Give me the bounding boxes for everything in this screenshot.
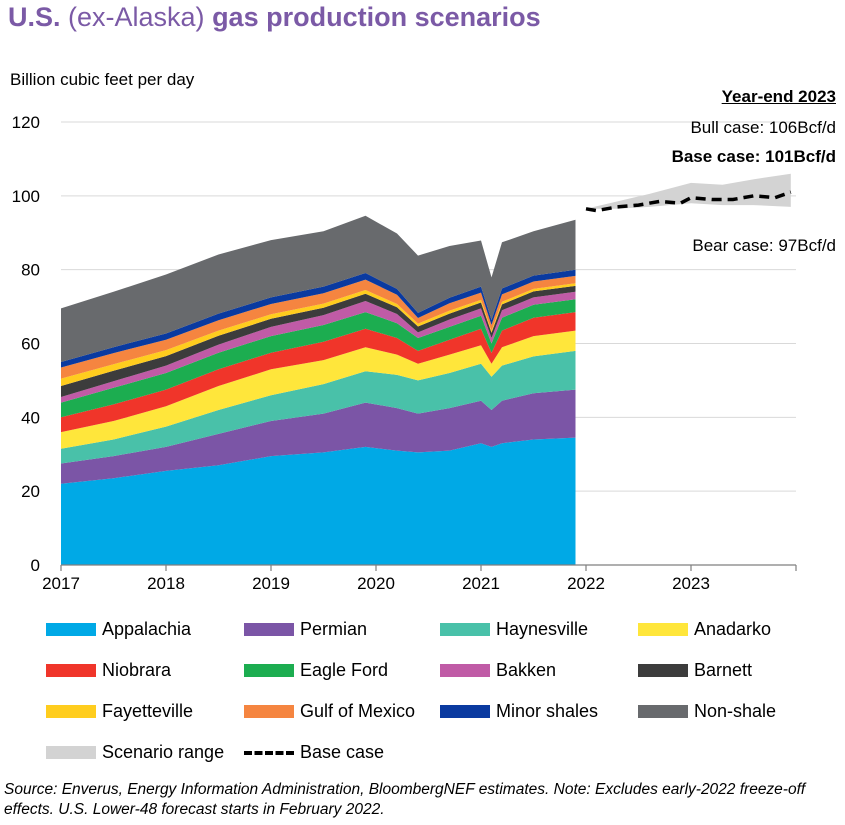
area-gulf-of-mexico	[61, 275, 576, 379]
y-tick-label: 60	[21, 335, 40, 354]
legend-item: Appalachia	[46, 619, 191, 640]
year-end-2023-label: Year-end 2023	[721, 87, 836, 106]
y-tick-label: 80	[21, 261, 40, 280]
legend-label: Eagle Ford	[300, 660, 389, 680]
area-appalachia	[61, 437, 576, 565]
title-ex-alaska: (ex-Alaska)	[60, 2, 213, 32]
legend-swatch	[440, 705, 490, 718]
x-tick-label: 2019	[252, 574, 290, 593]
y-tick-label: 40	[21, 408, 40, 427]
bear-case-label: Bear case: 97Bcf/d	[692, 236, 836, 255]
legend-item: Gulf of Mexico	[244, 701, 415, 722]
legend-label: Permian	[300, 619, 368, 639]
base-case-label: Base case: 101Bcf/d	[671, 147, 836, 166]
area-permian	[61, 389, 576, 484]
legend-item: Non-shale	[638, 701, 776, 722]
legend-item: Permian	[244, 619, 367, 640]
legend-label: Niobrara	[102, 660, 172, 680]
legend-swatch	[46, 746, 96, 759]
legend-item: Haynesville	[440, 619, 588, 640]
y-axis-label: Billion cubic feet per day	[10, 70, 195, 89]
legend-label: Base case	[300, 742, 385, 762]
area-non-shale	[61, 215, 576, 362]
area-barnett	[61, 285, 576, 397]
legend-item: Bakken	[440, 660, 556, 681]
legend-swatch	[638, 664, 688, 677]
x-tick-label: 2021	[462, 574, 500, 593]
legend-label: Fayetteville	[102, 701, 194, 721]
legend-item: Fayetteville	[46, 701, 193, 722]
area-eagle-ford	[61, 299, 576, 418]
area-minor-shales	[61, 269, 576, 368]
source-note: Source: Enverus, Energy Information Admi…	[4, 781, 806, 818]
legend-item: Niobrara	[46, 660, 171, 681]
bull-case-label: Bull case: 106Bcf/d	[690, 118, 836, 137]
y-tick-label: 20	[21, 482, 40, 501]
y-tick-label: 120	[12, 113, 40, 132]
scenario-range-band	[586, 173, 791, 209]
chart-area: 0 20 40 60 80 100 120 2017 2018 2019 2020 2021 2022 2…	[12, 113, 797, 593]
legend-swatch	[244, 705, 294, 718]
legend-swatch	[244, 664, 294, 677]
area-niobrara	[61, 312, 576, 433]
legend-item: Scenario range	[46, 742, 224, 763]
legend-label: Minor shales	[496, 701, 599, 721]
legend-swatch	[46, 664, 96, 677]
area-anadarko	[61, 330, 576, 449]
legend-swatch	[638, 705, 688, 718]
y-tick-label: 0	[31, 556, 40, 575]
legend-swatch	[46, 705, 96, 718]
legend-swatch	[638, 623, 688, 636]
area-bakken	[61, 291, 576, 403]
x-tick-label: 2023	[672, 574, 710, 593]
legend-label: Barnett	[694, 660, 753, 680]
x-tick-label: 2022	[567, 574, 605, 593]
legend-label: Non-shale	[694, 701, 777, 721]
y-tick-label: 100	[12, 187, 40, 206]
legend-swatch	[440, 664, 490, 677]
area-fayetteville	[61, 283, 576, 386]
legend-item: Barnett	[638, 660, 752, 681]
legend-label: Haynesville	[496, 619, 589, 639]
legend-item: Anadarko	[638, 619, 771, 640]
base-case-line	[585, 190, 792, 213]
x-tick-label: 2020	[357, 574, 395, 593]
legend-item: Eagle Ford	[244, 660, 388, 681]
x-tick-label: 2018	[147, 574, 185, 593]
legend-swatch-dashed	[244, 750, 294, 755]
chart-title: U.S. (ex-Alaska) gas production scenario…	[8, 2, 541, 33]
legend-label: Appalachia	[102, 619, 192, 639]
legend-swatch	[46, 623, 96, 636]
legend-label: Anadarko	[694, 619, 772, 639]
legend-swatch	[440, 623, 490, 636]
x-tick-label: 2017	[42, 574, 80, 593]
title-us: U.S.	[8, 2, 61, 32]
legend-label: Gulf of Mexico	[300, 701, 416, 721]
legend-item: Minor shales	[440, 701, 598, 722]
legend-label: Bakken	[496, 660, 557, 680]
area-haynesville	[61, 350, 576, 464]
legend-label: Scenario range	[102, 742, 225, 762]
legend-swatch	[244, 623, 294, 636]
legend-item: Base case	[244, 742, 384, 763]
title-main: gas production scenarios	[212, 2, 541, 32]
